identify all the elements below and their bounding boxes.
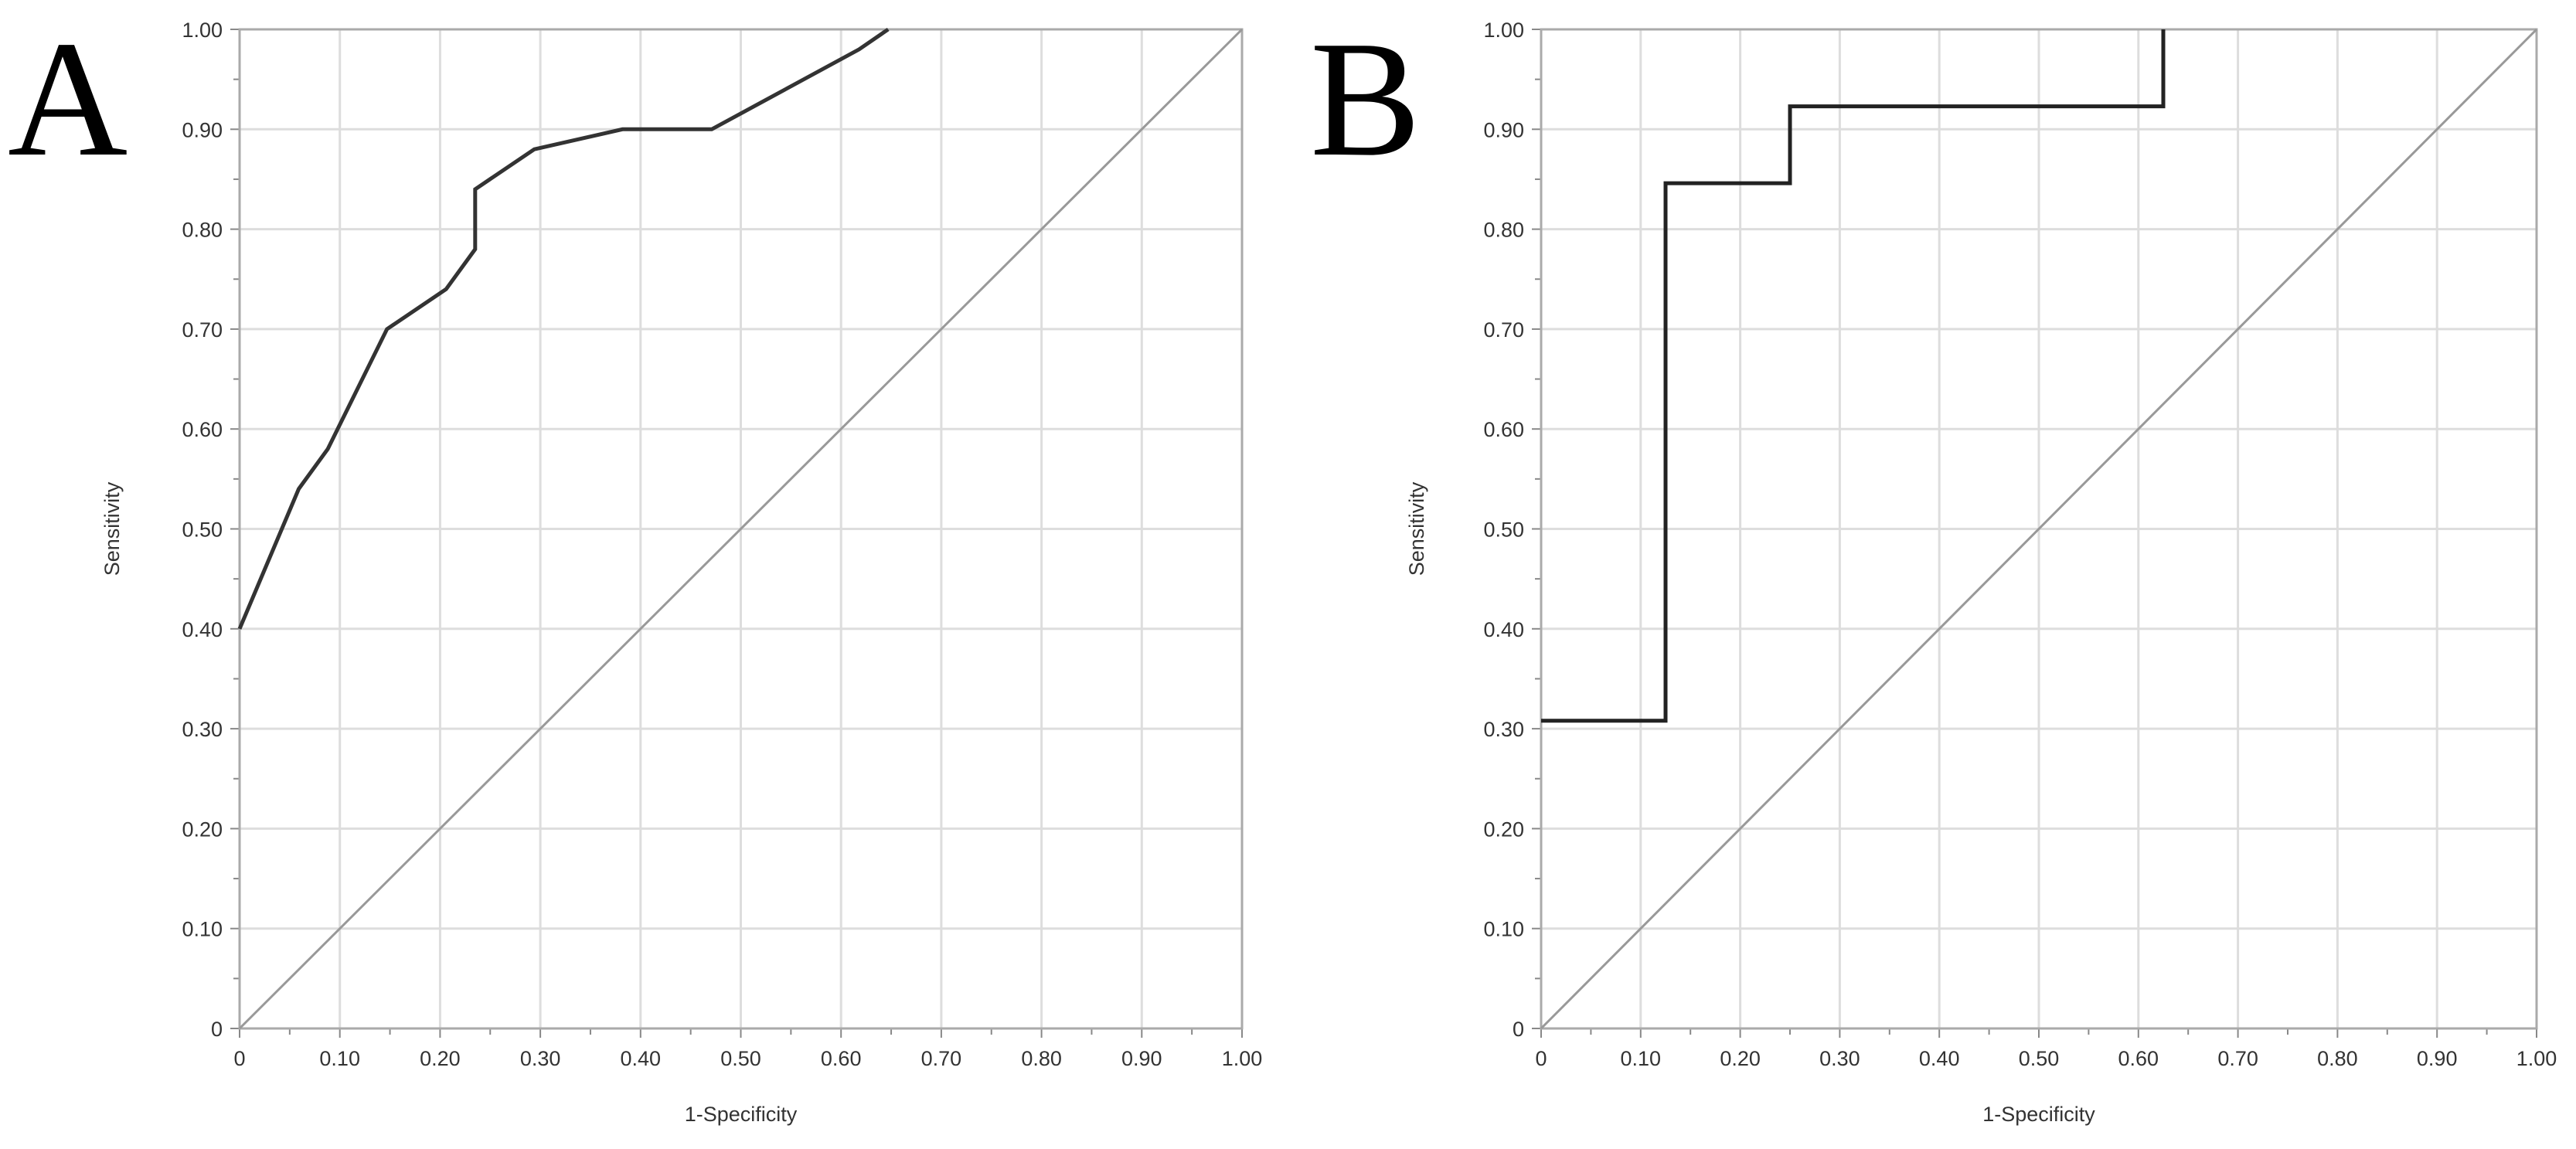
x-tick-label: 0.90 <box>2417 1047 2458 1070</box>
roc-curve-line <box>1541 29 2166 723</box>
x-tick-label: 0.10 <box>319 1047 360 1070</box>
x-tick-label: 0.50 <box>2019 1047 2060 1070</box>
x-tick-label: 0.40 <box>621 1047 662 1070</box>
x-tick-label: 1.00 <box>1222 1047 1263 1070</box>
y-tick-label: 0.60 <box>182 418 223 441</box>
y-tick-label: 0.20 <box>182 818 223 841</box>
x-tick-label: 0.20 <box>1720 1047 1761 1070</box>
x-tick-label: 0.10 <box>1621 1047 1662 1070</box>
x-tick-label: 0.60 <box>821 1047 862 1070</box>
x-tick-label: 0.90 <box>1121 1047 1162 1070</box>
y-tick-label: 0.40 <box>182 618 223 641</box>
chart-panel-b: 0 0.10 0.20 0.30 0.40 0.50 0.60 0.70 0.80 0.90 1.0… <box>1310 6 2557 1126</box>
y-tick-label: 0.50 <box>182 518 223 542</box>
x-tick-label: 0.80 <box>1021 1047 1062 1070</box>
x-tick-label: 0.80 <box>2317 1047 2358 1070</box>
y-tick-label: 0.10 <box>1483 918 1524 941</box>
plot-frame <box>1540 28 2538 1030</box>
panel-label: B <box>1310 6 1421 191</box>
y-tick-label: 1.00 <box>182 19 223 42</box>
y-tick-label: 0.90 <box>182 118 223 141</box>
y-tick-label: 0.30 <box>182 718 223 741</box>
y-tick-label: 0.30 <box>1483 718 1524 741</box>
y-tick-label: 1.00 <box>1483 19 1524 42</box>
panel-label: A <box>8 6 128 191</box>
x-tick-label: 1.00 <box>2516 1047 2557 1070</box>
y-tick-label: 0.20 <box>1483 818 1524 841</box>
y-tick-label: 0.50 <box>1483 518 1524 542</box>
x-tick-label: 0.30 <box>520 1047 561 1070</box>
x-axis-label: 1-Specificity <box>1982 1103 2095 1126</box>
y-tick-label: 0.70 <box>182 318 223 342</box>
x-tick-label: 0.20 <box>420 1047 461 1070</box>
y-tick-label: 0.40 <box>1483 618 1524 641</box>
y-tick-label: 0.80 <box>182 219 223 242</box>
x-tick-label: 0.60 <box>2118 1047 2159 1070</box>
x-tick-label: 0.70 <box>2217 1047 2258 1070</box>
reference-diagonal-line <box>238 28 1244 1030</box>
x-tick-label: 0.50 <box>720 1047 761 1070</box>
y-tick-label: 0.90 <box>1483 118 1524 141</box>
y-tick-label: 0.80 <box>1483 219 1524 242</box>
roc-curve-line <box>237 27 890 630</box>
y-tick-label: 0 <box>1513 1018 1524 1041</box>
y-tick-label: 0 <box>211 1018 223 1041</box>
x-axis-label: 1-Specificity <box>685 1103 798 1126</box>
x-tick-label: 0.30 <box>1819 1047 1860 1070</box>
chart-panel-a: 0 0.10 0.20 0.30 0.40 0.50 0.60 0.70 0.80 0.90 1.0… <box>8 6 1262 1126</box>
x-tick-label: 0 <box>1535 1047 1547 1070</box>
y-axis-label: Sensitivity <box>100 481 124 576</box>
y-axis-label: Sensitivity <box>1405 481 1428 576</box>
plot-frame <box>238 28 1244 1030</box>
x-tick-label: 0.40 <box>1919 1047 1960 1070</box>
y-tick-label: 0.60 <box>1483 418 1524 441</box>
y-tick-label: 0.70 <box>1483 318 1524 342</box>
y-tick-label: 0.10 <box>182 918 223 941</box>
reference-diagonal-line <box>1540 28 2538 1030</box>
x-tick-label: 0 <box>233 1047 245 1070</box>
x-tick-label: 0.70 <box>921 1047 962 1070</box>
